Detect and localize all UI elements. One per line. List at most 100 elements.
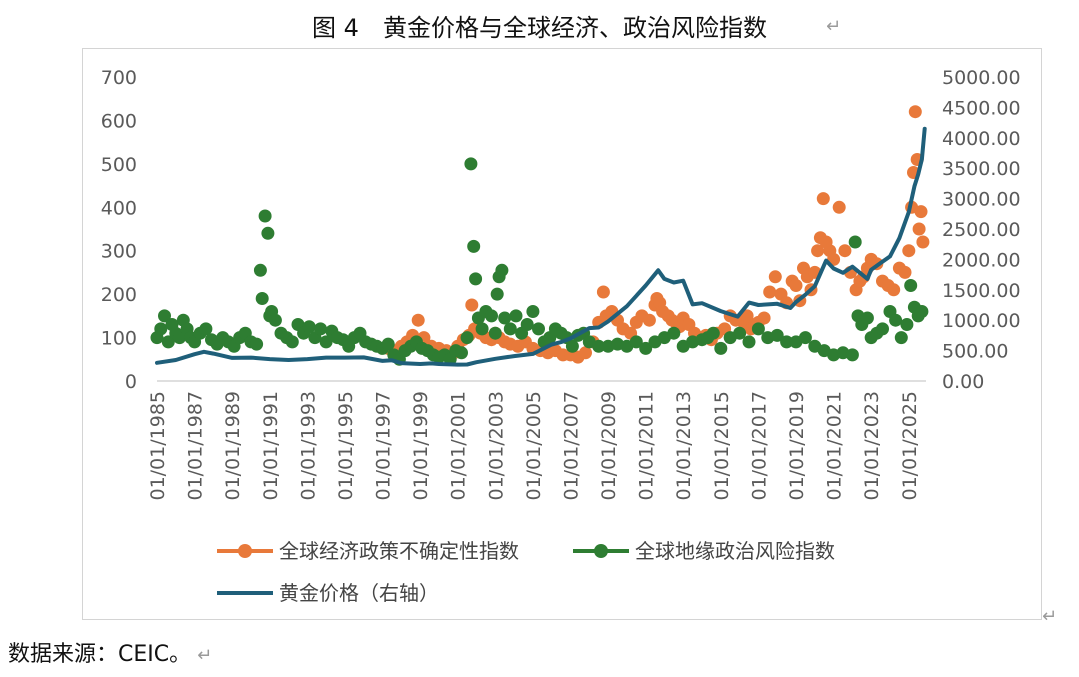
x-tick-label: 01/01/2011 xyxy=(636,391,658,501)
x-tick-label: 01/01/2013 xyxy=(673,391,695,501)
y-right-tick-label: 2500.00 xyxy=(942,219,1021,241)
gpr-point xyxy=(667,326,681,340)
gpr-point xyxy=(532,322,545,336)
epu-point xyxy=(908,105,922,119)
gpr-point xyxy=(173,331,187,345)
y-left-tick-label: 0 xyxy=(125,371,137,393)
epu-point xyxy=(914,205,928,219)
gpr-point xyxy=(565,339,579,353)
chart-plot: 0 100 200 300 400 500 600 700 0.00 500.00 1000.00… xyxy=(101,67,1021,605)
gpr-point xyxy=(742,335,756,349)
x-tick-label: 01/01/2015 xyxy=(711,391,733,501)
gpr-point xyxy=(714,341,728,355)
y-left-tick-label: 300 xyxy=(101,241,137,263)
gpr-point xyxy=(488,326,502,340)
epu-point xyxy=(579,346,592,360)
gpr-point xyxy=(464,157,478,171)
gpr-point xyxy=(509,309,523,323)
y-right-tick-label: 4000.00 xyxy=(942,128,1021,150)
gpr-point xyxy=(469,272,483,286)
epu-point xyxy=(768,270,782,284)
y-right-tick-label: 2000.00 xyxy=(942,249,1021,271)
epu-point xyxy=(816,192,830,206)
x-tick-label: 01/01/2017 xyxy=(748,391,770,501)
y-left-tick-label: 700 xyxy=(101,67,137,89)
gpr-point xyxy=(770,328,784,342)
gpr-point xyxy=(158,309,171,323)
gpr-point xyxy=(258,209,272,223)
x-tick-label: 01/01/1995 xyxy=(335,391,357,501)
x-tick-label: 01/01/1991 xyxy=(260,391,282,501)
gpr-point xyxy=(520,318,534,331)
gpr-point xyxy=(253,263,267,277)
gpr-point xyxy=(268,313,282,327)
gpr-point xyxy=(798,331,812,345)
x-tick-label: 01/01/1985 xyxy=(147,391,169,501)
y-right-tick-label: 5000.00 xyxy=(942,67,1021,89)
y-left-tick-label: 400 xyxy=(101,197,137,219)
y-left-tick-label: 100 xyxy=(101,328,137,350)
gpr-point xyxy=(915,305,929,318)
gpr-point xyxy=(250,337,264,351)
paragraph-mark-icon: ↵ xyxy=(1042,606,1058,627)
y-left-tick-label: 200 xyxy=(101,284,137,306)
gpr-legend-label: 全球地缘政治风险指数 xyxy=(635,539,835,563)
epu-point xyxy=(838,244,852,258)
source-text: 数据来源：CEIC。 xyxy=(8,642,192,667)
x-tick-label: 01/01/2025 xyxy=(899,391,921,501)
gpr-point xyxy=(592,339,606,353)
gpr-point xyxy=(154,322,168,336)
gpr-point xyxy=(319,335,333,349)
y-right-tick-label: 1000.00 xyxy=(942,310,1021,332)
x-tick-label: 01/01/2009 xyxy=(598,391,620,501)
gpr-point xyxy=(381,337,395,351)
paragraph-mark-icon: ↵ xyxy=(197,645,213,666)
gpr-point xyxy=(498,311,512,325)
gpr-point xyxy=(161,335,175,349)
x-tick-label: 01/01/2007 xyxy=(560,391,582,501)
source-note: 数据来源：CEIC。 ↵ xyxy=(8,636,212,668)
gpr-point xyxy=(751,322,765,336)
epu-point xyxy=(887,283,901,297)
gpr-point xyxy=(733,326,747,340)
x-tick-label: 01/01/1993 xyxy=(297,391,319,501)
gpr-point xyxy=(904,279,918,292)
gpr-point xyxy=(876,322,889,336)
x-tick-label: 01/01/2005 xyxy=(523,391,545,501)
y-right-tick-label: 4500.00 xyxy=(942,97,1021,119)
x-tick-label: 01/01/2019 xyxy=(786,391,808,501)
gpr-legend-marker xyxy=(594,544,608,558)
gpr-point xyxy=(261,226,275,240)
epu-legend-marker xyxy=(238,544,252,558)
gpr-point xyxy=(629,335,643,349)
gpr-point xyxy=(900,318,914,331)
y-left-tick-label: 500 xyxy=(101,154,137,176)
gpr-point xyxy=(845,348,859,362)
gpr-point xyxy=(255,292,269,305)
figure-title: 图 4 黄金价格与全球经济、政治风险指数 xyxy=(312,14,767,42)
gpr-point xyxy=(889,313,903,327)
x-tick-label: 01/01/2003 xyxy=(485,391,507,501)
gpr-point xyxy=(485,309,498,323)
gpr-point xyxy=(475,322,489,336)
gpr-point xyxy=(495,263,509,277)
epu-point xyxy=(789,279,803,292)
gpr-point xyxy=(706,326,720,340)
gpr-point xyxy=(467,239,481,253)
gpr-point xyxy=(860,311,874,325)
x-tick-label: 01/01/2001 xyxy=(448,391,470,501)
x-tick-label: 01/01/1989 xyxy=(222,391,244,501)
epu-point xyxy=(912,222,926,236)
gpr-point xyxy=(848,235,862,249)
gpr-point xyxy=(894,331,908,345)
gpr-point xyxy=(639,341,653,355)
gpr-point xyxy=(455,346,468,360)
epu-point xyxy=(832,200,846,214)
y-right-tick-label: 3500.00 xyxy=(942,158,1021,180)
gpr-point xyxy=(302,320,316,334)
chart-frame: 0 100 200 300 400 500 600 700 0.00 500.00 1000.00… xyxy=(82,48,1042,620)
gold-legend-label: 黄金价格（右轴） xyxy=(279,581,439,605)
x-tick-label: 01/01/1999 xyxy=(410,391,432,501)
paragraph-mark-icon: ↵ xyxy=(826,16,842,37)
gpr-point xyxy=(526,305,540,318)
